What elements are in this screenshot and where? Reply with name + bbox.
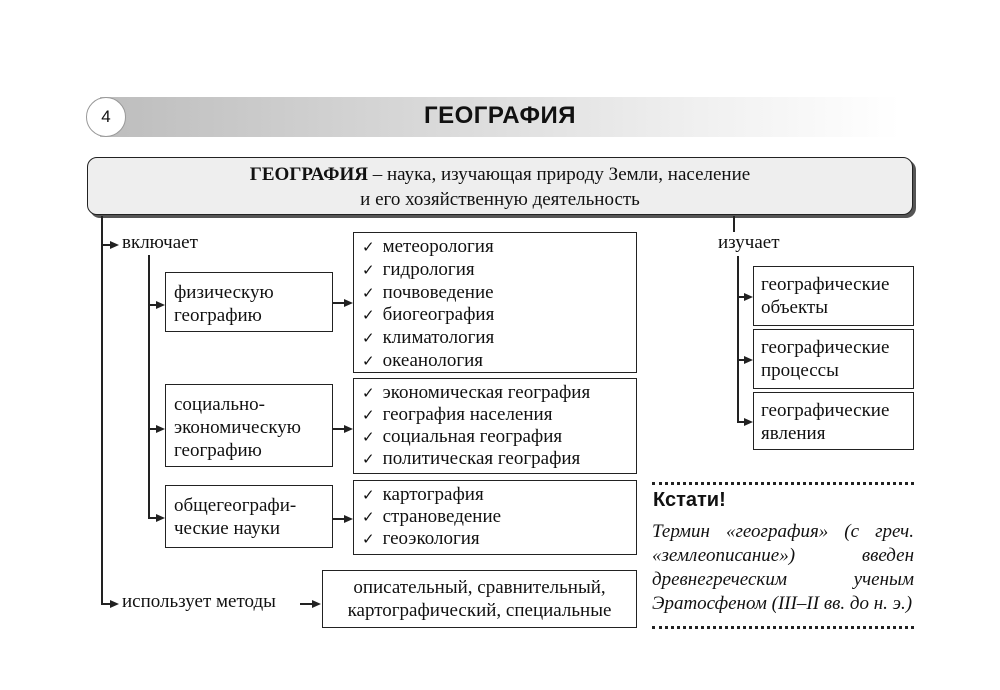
studies-text: явления <box>761 423 826 444</box>
page-number: 4 <box>86 97 126 137</box>
list-item: политическая география <box>362 448 628 470</box>
branch-text: общегеографи- <box>174 495 297 516</box>
connector <box>737 256 739 422</box>
branch-physical: физическую географию <box>165 272 333 332</box>
branch-text: ческие науки <box>174 518 281 539</box>
connector <box>333 302 344 304</box>
includes-label: включает <box>122 232 198 253</box>
studies-objects: географические объекты <box>753 266 914 326</box>
definition-box: ГЕОГРАФИЯ – наука, изучающая природу Зем… <box>87 157 913 215</box>
arrow-icon <box>744 418 753 426</box>
arrow-icon <box>344 299 353 307</box>
note-text: Термин «география» (с греч. «землеописан… <box>652 521 914 614</box>
studies-processes: географические процессы <box>753 329 914 389</box>
connector <box>101 603 111 605</box>
header-band <box>100 97 900 137</box>
arrow-icon <box>156 301 165 309</box>
branch-general: общегеографи-ческие науки <box>165 485 333 548</box>
arrow-icon <box>156 514 165 522</box>
list-item: метеорология <box>362 236 628 259</box>
definition-term: ГЕОГРАФИЯ <box>249 164 368 185</box>
connector <box>737 296 744 298</box>
branch-text: географию <box>174 440 262 461</box>
list-item: социальная география <box>362 426 628 448</box>
branch-text: социально- <box>174 394 266 415</box>
note-title: Кстати! <box>653 489 726 511</box>
connector <box>148 255 150 518</box>
list-item: картография <box>362 484 628 506</box>
list-item: гидрология <box>362 259 628 282</box>
connector <box>148 517 156 519</box>
methods-text: описательный, сравнительный, <box>353 577 606 598</box>
connector <box>737 359 744 361</box>
arrow-icon <box>344 425 353 433</box>
studies-text: объекты <box>761 297 829 318</box>
definition-text-1: – наука, изучающая природу Земли, населе… <box>367 164 751 185</box>
connector <box>101 244 111 246</box>
general-list: картография страноведение геоэкология <box>353 480 637 555</box>
studies-text: географические <box>761 337 890 358</box>
methods-label: использует методы <box>122 591 276 612</box>
arrow-icon <box>156 425 165 433</box>
studies-text: географические <box>761 400 890 421</box>
studies-phenomena: географические явления <box>753 392 914 450</box>
branch-text: экономическую <box>174 417 301 438</box>
list-item: биогеография <box>362 304 628 327</box>
page-title: ГЕОГРАФИЯ <box>423 102 576 129</box>
arrow-icon <box>110 241 119 249</box>
studies-label: изучает <box>718 232 780 253</box>
physical-list: метеорология гидрология почвоведение био… <box>353 232 637 373</box>
definition-text-2: и его хозяйственную деятельность <box>360 189 640 210</box>
branch-socio-economic: социально-экономическую географию <box>165 384 333 467</box>
connector <box>333 518 344 520</box>
studies-text: процессы <box>761 360 839 381</box>
connector <box>101 216 103 604</box>
list-item: климатология <box>362 327 628 350</box>
arrow-icon <box>110 600 119 608</box>
list-item: почвоведение <box>362 282 628 305</box>
arrow-icon <box>312 600 321 608</box>
branch-text: географию <box>174 305 262 326</box>
list-item: экономическая география <box>362 382 628 404</box>
studies-text: географические <box>761 274 890 295</box>
arrow-icon <box>744 356 753 364</box>
arrow-icon <box>344 515 353 523</box>
list-item: страноведение <box>362 506 628 528</box>
connector <box>148 428 156 430</box>
methods-box: описательный, сравнительный, картографич… <box>322 570 637 628</box>
list-item: география населения <box>362 404 628 426</box>
divider <box>652 482 914 485</box>
connector <box>333 428 344 430</box>
list-item: геоэкология <box>362 528 628 550</box>
branch-text: физическую <box>174 282 274 303</box>
divider <box>652 626 914 629</box>
connector <box>733 216 735 232</box>
connector <box>300 603 312 605</box>
list-item: океанология <box>362 350 628 373</box>
connector <box>737 421 744 423</box>
arrow-icon <box>744 293 753 301</box>
connector <box>148 304 156 306</box>
methods-text: картографический, специальные <box>347 600 612 621</box>
socio-economic-list: экономическая география география населе… <box>353 378 637 474</box>
